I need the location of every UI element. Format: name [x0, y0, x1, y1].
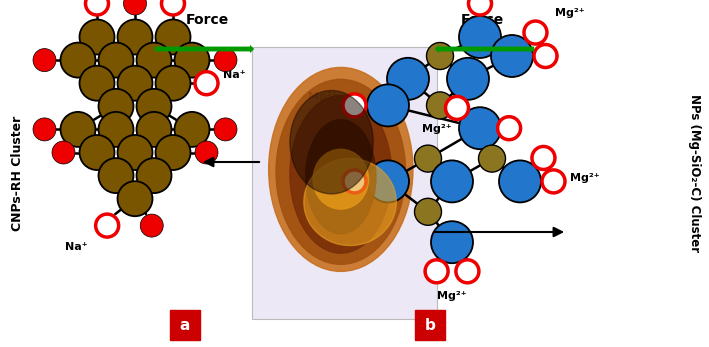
- FancyBboxPatch shape: [415, 310, 445, 340]
- Text: Mg²⁺: Mg²⁺: [570, 174, 600, 184]
- Circle shape: [445, 96, 469, 119]
- Circle shape: [174, 112, 209, 147]
- Circle shape: [137, 112, 172, 147]
- Circle shape: [415, 198, 442, 225]
- Circle shape: [137, 89, 172, 124]
- Text: Mg²⁺: Mg²⁺: [437, 291, 467, 301]
- FancyBboxPatch shape: [170, 310, 200, 340]
- Circle shape: [431, 221, 473, 263]
- Circle shape: [415, 145, 442, 172]
- FancyBboxPatch shape: [252, 47, 437, 319]
- Circle shape: [367, 84, 409, 126]
- Circle shape: [214, 49, 237, 71]
- Circle shape: [137, 158, 172, 193]
- Text: b: b: [425, 318, 435, 332]
- Circle shape: [118, 66, 152, 101]
- Circle shape: [195, 72, 218, 95]
- Circle shape: [343, 94, 366, 117]
- Circle shape: [96, 214, 118, 237]
- Text: Na⁺: Na⁺: [65, 242, 87, 252]
- Circle shape: [155, 66, 191, 101]
- Text: a: a: [180, 318, 190, 332]
- Text: Mg²⁺: Mg²⁺: [423, 125, 452, 134]
- Circle shape: [52, 141, 75, 164]
- Ellipse shape: [276, 79, 406, 264]
- Circle shape: [33, 49, 56, 71]
- Circle shape: [343, 170, 366, 193]
- Circle shape: [431, 160, 473, 202]
- Ellipse shape: [306, 120, 376, 234]
- Circle shape: [99, 43, 133, 78]
- Circle shape: [79, 19, 114, 54]
- Circle shape: [532, 146, 555, 169]
- Ellipse shape: [290, 91, 373, 194]
- Circle shape: [155, 19, 191, 54]
- Circle shape: [425, 260, 448, 283]
- Text: CNPs-RH Cluster: CNPs-RH Cluster: [11, 116, 25, 231]
- Circle shape: [456, 260, 479, 283]
- Text: Mg²⁺: Mg²⁺: [308, 92, 338, 102]
- Text: Mg²⁺: Mg²⁺: [555, 8, 585, 18]
- Circle shape: [79, 135, 114, 170]
- Circle shape: [137, 43, 172, 78]
- Circle shape: [155, 135, 191, 170]
- Text: NPs (Mg-SiO₂-C) Cluster: NPs (Mg-SiO₂-C) Cluster: [688, 94, 700, 253]
- Circle shape: [498, 117, 520, 140]
- Circle shape: [469, 0, 491, 15]
- Circle shape: [174, 43, 209, 78]
- Circle shape: [427, 92, 454, 119]
- Circle shape: [60, 43, 96, 78]
- Circle shape: [99, 89, 133, 124]
- Circle shape: [214, 118, 237, 141]
- Circle shape: [118, 19, 152, 54]
- Circle shape: [534, 44, 557, 68]
- Circle shape: [387, 58, 429, 100]
- Circle shape: [542, 170, 565, 193]
- Circle shape: [427, 42, 454, 69]
- Circle shape: [479, 145, 506, 172]
- Text: Force: Force: [185, 13, 228, 27]
- Ellipse shape: [269, 67, 413, 271]
- Circle shape: [60, 112, 96, 147]
- Circle shape: [123, 0, 147, 15]
- Circle shape: [524, 21, 547, 44]
- Circle shape: [99, 112, 133, 147]
- Circle shape: [118, 135, 152, 170]
- Circle shape: [79, 66, 114, 101]
- Circle shape: [459, 107, 501, 149]
- Circle shape: [491, 35, 533, 77]
- Circle shape: [162, 0, 184, 15]
- Ellipse shape: [303, 159, 396, 246]
- Circle shape: [459, 16, 501, 58]
- Text: Na⁺: Na⁺: [223, 70, 245, 80]
- Circle shape: [86, 0, 108, 15]
- Circle shape: [99, 158, 133, 193]
- Circle shape: [140, 214, 163, 237]
- Ellipse shape: [290, 95, 391, 253]
- Circle shape: [33, 118, 56, 141]
- Circle shape: [367, 160, 409, 202]
- Ellipse shape: [313, 149, 369, 209]
- Text: Force: Force: [460, 13, 503, 27]
- Circle shape: [499, 160, 541, 202]
- Circle shape: [195, 141, 218, 164]
- Circle shape: [447, 58, 489, 100]
- Circle shape: [118, 181, 152, 216]
